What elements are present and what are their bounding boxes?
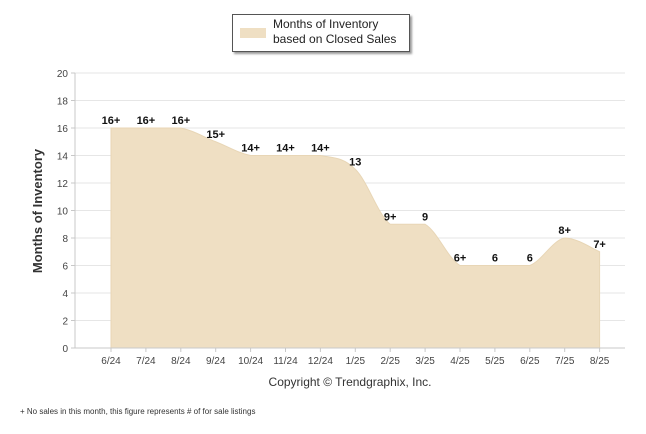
legend-swatch (240, 28, 266, 38)
legend: Months of Inventory based on Closed Sale… (232, 14, 410, 52)
data-label: 9 (422, 211, 428, 223)
data-label: 16+ (102, 115, 121, 127)
y-tick-label: 14 (57, 152, 69, 163)
data-label: 14+ (311, 143, 330, 155)
x-tick-label: 11/24 (273, 356, 298, 367)
data-label: 14+ (276, 143, 295, 155)
x-tick-label: 7/24 (136, 356, 156, 367)
y-tick-label: 6 (62, 262, 68, 273)
y-tick-label: 20 (57, 69, 69, 80)
y-tick-label: 4 (62, 289, 68, 300)
x-tick-label: 5/25 (485, 356, 505, 367)
x-tick-label: 12/24 (308, 356, 333, 367)
x-tick-label: 9/24 (206, 356, 226, 367)
y-tick-label: 18 (57, 97, 69, 108)
x-tick-label: 10/24 (238, 356, 263, 367)
y-tick-label: 0 (62, 344, 68, 355)
y-axis-title: Months of Inventory (30, 148, 45, 273)
legend-label: Months of Inventory based on Closed Sale… (273, 17, 397, 46)
x-tick-label: 6/25 (520, 356, 540, 367)
data-label: 9+ (384, 211, 397, 223)
x-tick-label: 8/24 (171, 356, 191, 367)
y-tick-labels: 0 2 4 6 8 10 12 14 16 18 20 (57, 69, 75, 355)
x-tick-label: 2/25 (380, 356, 400, 367)
y-tick-label: 10 (57, 207, 69, 218)
y-tick-label: 8 (62, 234, 68, 245)
data-label: 6+ (454, 253, 467, 265)
data-label: 7+ (593, 239, 606, 251)
data-labels: 16+ 16+ 16+ 15+ 14+ 14+ 14+ 13 9+ 9 6+ 6 6 8+ 7+ (102, 115, 606, 265)
x-tick-label: 7/25 (555, 356, 575, 367)
x-tick-label: 1/25 (346, 356, 366, 367)
x-tick-labels: 6/24 7/24 8/24 9/24 10/24 11/24 12/24 1/25 2/25 3… (101, 348, 610, 367)
data-label: 16+ (171, 115, 190, 127)
data-label: 16+ (137, 115, 156, 127)
data-label: 6 (527, 253, 533, 265)
x-tick-label: 3/25 (415, 356, 435, 367)
copyright-text: Copyright © Trendgraphix, Inc. (268, 375, 432, 389)
data-label: 13 (349, 156, 361, 168)
y-tick-label: 16 (57, 124, 69, 135)
x-tick-label: 6/24 (101, 356, 121, 367)
y-tick-label: 2 (62, 317, 68, 328)
x-tick-label: 4/25 (450, 356, 470, 367)
data-label: 8+ (558, 225, 571, 237)
footnote: + No sales in this month, this figure re… (20, 407, 256, 416)
inventory-area (110, 127, 601, 349)
y-tick-label: 12 (57, 179, 69, 190)
data-label: 6 (492, 253, 498, 265)
x-tick-label: 8/25 (590, 356, 610, 367)
data-label: 15+ (206, 129, 225, 141)
data-label: 14+ (241, 143, 260, 155)
